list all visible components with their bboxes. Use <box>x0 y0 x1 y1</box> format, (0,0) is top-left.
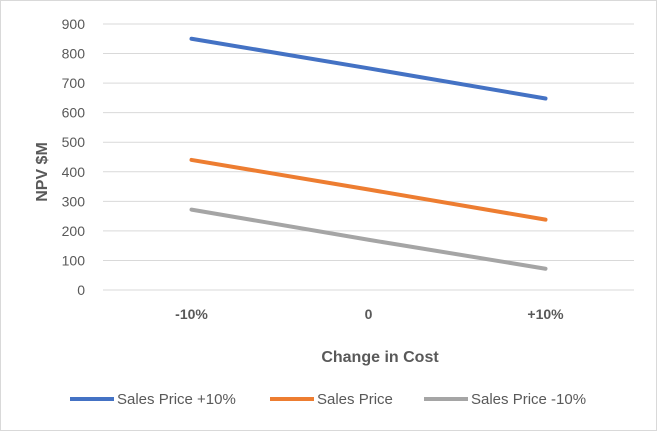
legend-label: Sales Price <box>317 391 393 408</box>
x-tick-label: +10% <box>527 306 564 322</box>
x-axis-title: Change in Cost <box>321 349 439 366</box>
y-tick-label: 800 <box>62 46 86 62</box>
y-tick-label: 600 <box>62 105 86 121</box>
y-tick-label: 0 <box>77 282 85 298</box>
y-tick-label: 400 <box>62 164 86 180</box>
y-tick-label: 500 <box>62 134 86 150</box>
y-tick-labels: 0 100 200 300 400 500 600 700 800 900 <box>62 16 86 298</box>
y-tick-label: 300 <box>62 193 86 209</box>
x-tick-label: 0 <box>365 306 373 322</box>
series-lines <box>189 36 548 271</box>
y-tick-label: 100 <box>62 252 86 268</box>
y-axis-title: NPV $M <box>34 142 51 202</box>
series-line-2 <box>189 207 548 271</box>
series-line-1 <box>189 157 548 222</box>
legend: Sales Price +10% Sales Price Sales Price -… <box>70 391 586 408</box>
legend-label: Sales Price -10% <box>471 391 586 408</box>
series-line-0 <box>189 36 548 101</box>
y-tick-label: 900 <box>62 16 86 32</box>
y-tick-label: 700 <box>62 75 86 91</box>
gridlines <box>103 23 634 291</box>
y-tick-label: 200 <box>62 223 86 239</box>
x-tick-label: -10% <box>175 306 208 322</box>
x-tick-labels: -10% 0 +10% <box>175 306 564 322</box>
legend-label: Sales Price +10% <box>117 391 236 408</box>
